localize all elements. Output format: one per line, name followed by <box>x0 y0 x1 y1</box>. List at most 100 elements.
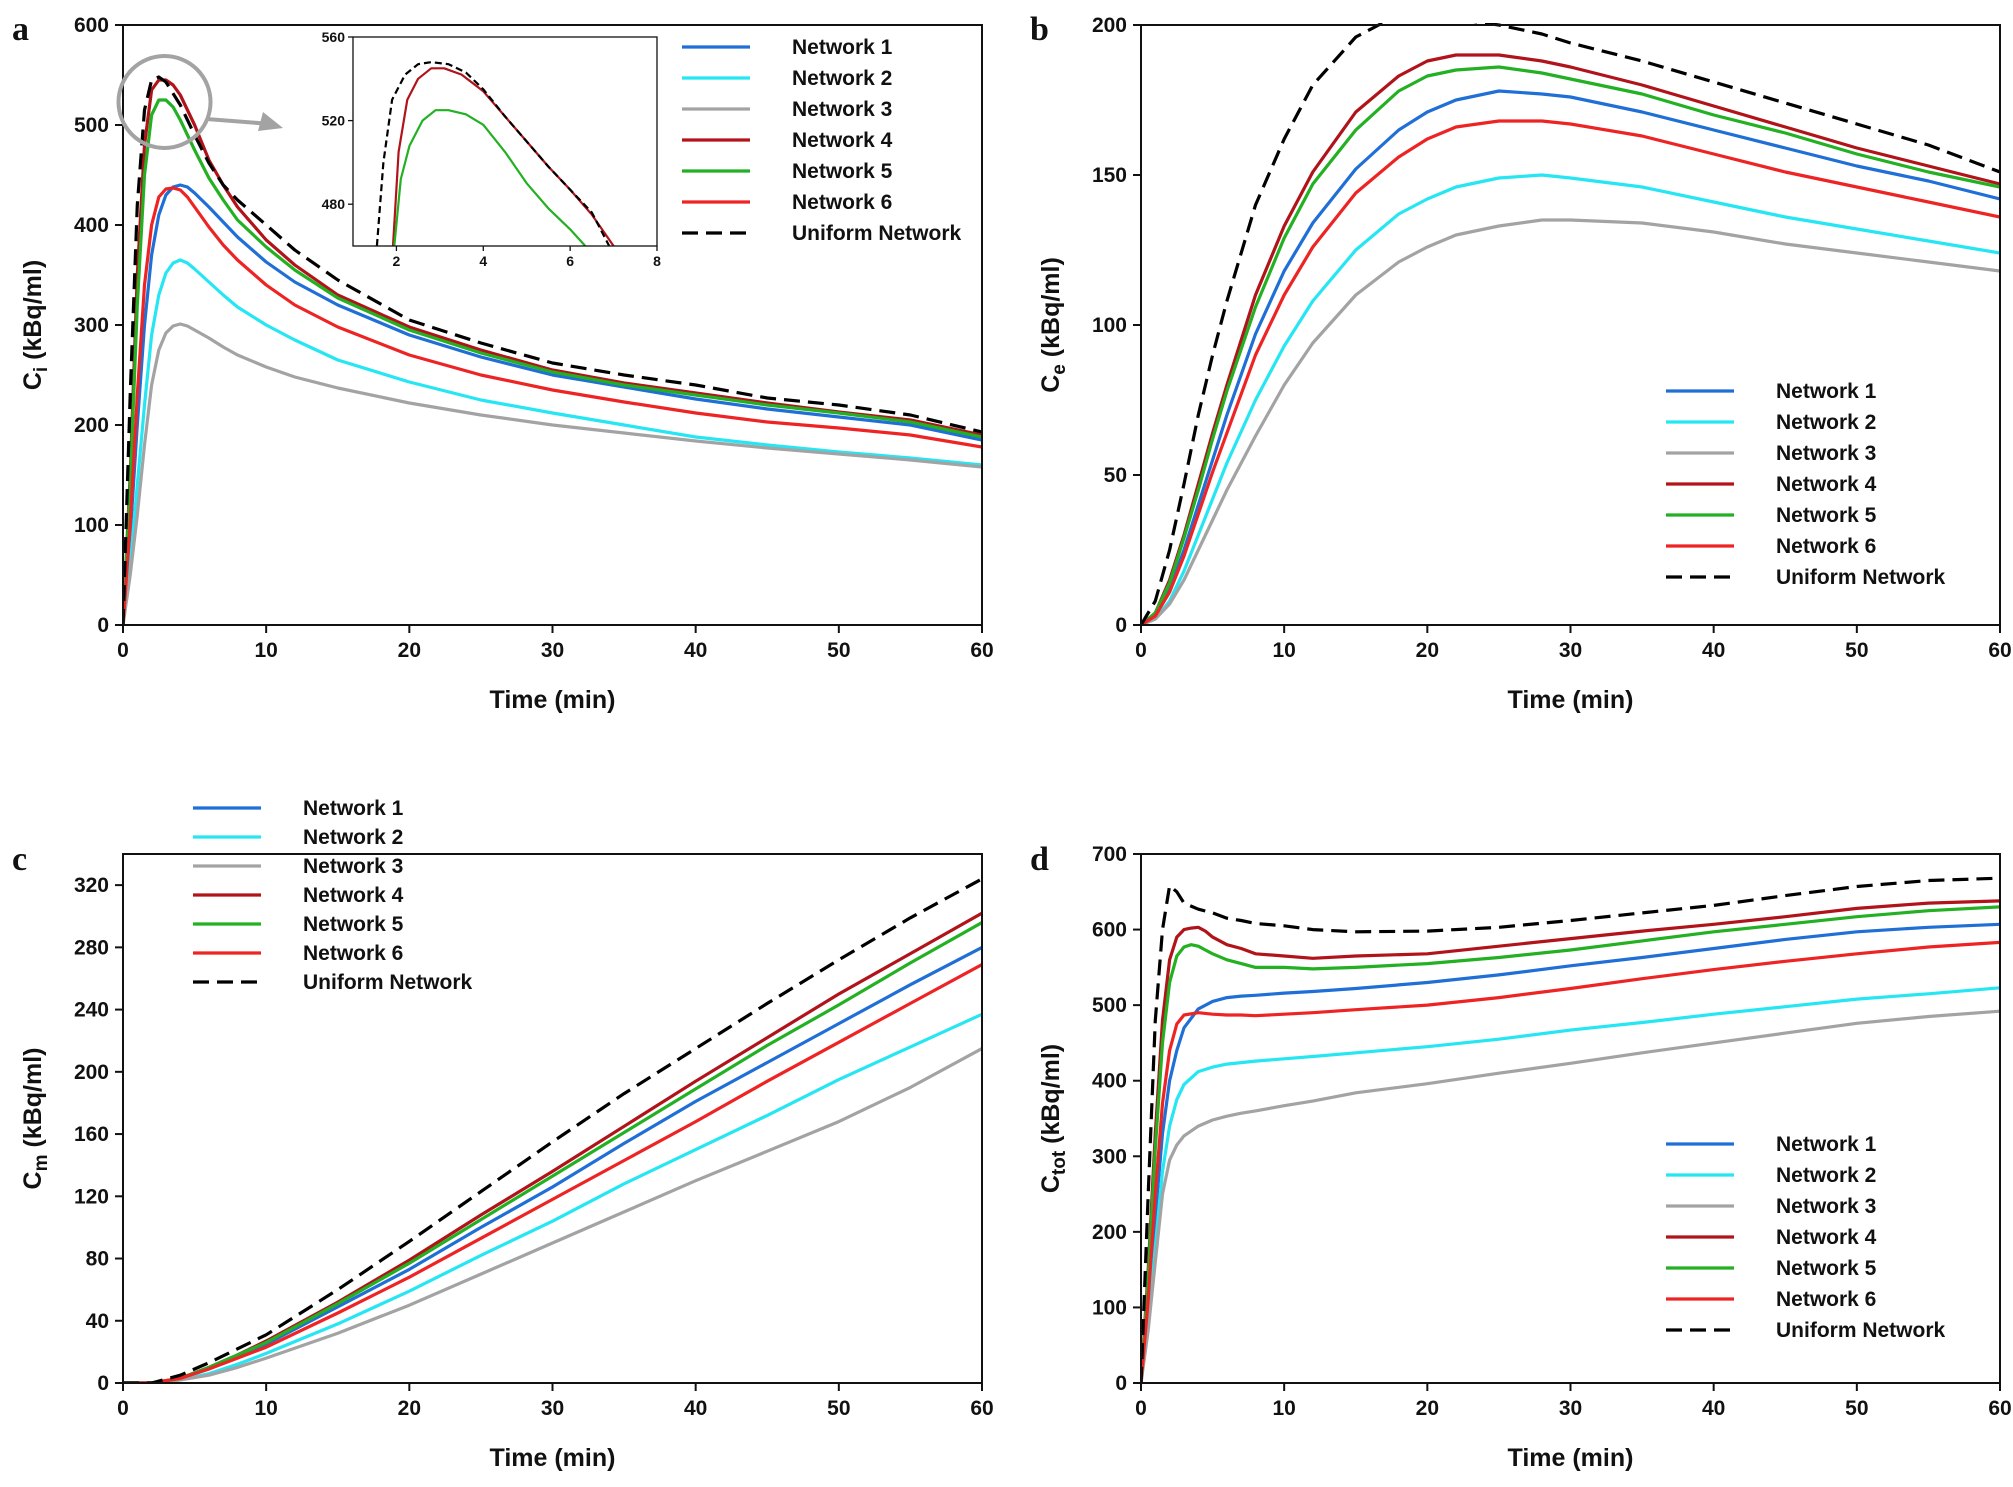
x-axis-label: Time (min) <box>1508 686 1634 714</box>
legend-b: Network 1 Network 2 Network 3 Network 4 Netw… <box>1666 380 1946 589</box>
series-line-c-network-6 <box>123 962 982 1383</box>
legend-a: Network 1 Network 2 Network 3 Network 4 Netw… <box>682 36 962 245</box>
legend-label: Network 6 <box>303 942 403 965</box>
legend-label: Network 1 <box>1776 1133 1877 1156</box>
legend-label: Network 4 <box>792 129 893 152</box>
x-tick-label: 0 <box>1135 639 1147 662</box>
x-tick-label: 30 <box>541 639 564 662</box>
x-tick-label: 50 <box>827 639 850 662</box>
panel-b: b 0 10 20 30 40 50 60 0 50 100 150 200 Time (min) Ce (… <box>1030 11 2012 714</box>
zoom-arrow-head <box>258 112 283 131</box>
panel-label-c: c <box>12 841 27 878</box>
x-tick-label: 60 <box>970 639 993 662</box>
x-tick-label: 40 <box>1702 1397 1725 1420</box>
legend-label: Network 6 <box>1776 1288 1876 1311</box>
inset-x-tick-label: 8 <box>653 253 661 269</box>
series-line-a-uniform-network <box>123 75 982 625</box>
legend-label: Network 5 <box>792 160 893 183</box>
x-axis-label: Time (min) <box>490 686 616 714</box>
y-tick-label: 100 <box>74 514 109 537</box>
legend-label: Network 1 <box>303 797 404 820</box>
x-tick-label: 20 <box>1416 639 1439 662</box>
inset-zoom: 2 4 6 8 480 520 560 <box>322 29 661 269</box>
y-tick-label: 100 <box>1092 1296 1127 1319</box>
legend-label: Network 1 <box>792 36 893 59</box>
y-tick-label: 160 <box>74 1123 109 1146</box>
legend-label: Network 4 <box>303 884 404 907</box>
series-line-c-network-5 <box>123 920 982 1383</box>
series-line-d-network-4 <box>1141 899 2000 1383</box>
y-tick-label: 200 <box>74 414 109 437</box>
series-line-d-network-5 <box>1141 905 2000 1383</box>
x-tick-label: 30 <box>541 1397 564 1420</box>
y-tick-label: 600 <box>74 14 109 37</box>
x-tick-label: 40 <box>684 639 707 662</box>
y-tick-label: 600 <box>1092 919 1127 942</box>
y-tick-label: 400 <box>74 214 109 237</box>
x-tick-label: 50 <box>1845 639 1868 662</box>
y-tick-label: 700 <box>1092 843 1127 866</box>
legend-label: Network 2 <box>1776 1164 1876 1187</box>
legend-label: Uniform Network <box>1776 566 1946 589</box>
y-tick-label: 120 <box>74 1185 109 1208</box>
series-line-b-network-1 <box>1141 89 2000 625</box>
legend-label: Network 4 <box>1776 1226 1877 1249</box>
series-group-d <box>1141 876 2000 1383</box>
y-tick-label: 150 <box>1092 164 1127 187</box>
legend-label: Network 3 <box>1776 1195 1876 1218</box>
x-axis-label: Time (min) <box>490 1444 616 1472</box>
y-tick-label: 100 <box>1092 314 1127 337</box>
inset-x-tick-label: 6 <box>566 253 574 269</box>
x-tick-label: 30 <box>1559 1397 1582 1420</box>
y-axis-label: Ce (kBq/ml) <box>1037 257 1070 393</box>
y-tick-label: 200 <box>74 1061 109 1084</box>
y-axis-label: Ci (kBq/ml) <box>19 260 52 390</box>
series-line-a-network-3 <box>123 322 982 625</box>
y-tick-label: 500 <box>1092 994 1127 1017</box>
inset-series-line <box>391 67 615 246</box>
series-line-a-network-4 <box>123 78 982 625</box>
series-line-b-network-2 <box>1141 173 2000 625</box>
inset-y-tick-label: 560 <box>322 29 346 45</box>
series-line-d-network-6 <box>1141 940 2000 1383</box>
y-tick-label: 0 <box>1115 1372 1127 1395</box>
legend-label: Network 2 <box>303 826 403 849</box>
y-tick-label: 280 <box>74 936 109 959</box>
series-line-d-network-1 <box>1141 922 2000 1383</box>
legend-d: Network 1 Network 2 Network 3 Network 4 Netw… <box>1666 1133 1946 1342</box>
x-tick-label: 10 <box>1272 639 1295 662</box>
legend-label: Uniform Network <box>1776 1319 1946 1342</box>
x-tick-label: 30 <box>1559 639 1582 662</box>
y-tick-label: 40 <box>86 1310 109 1333</box>
inset-series-line <box>393 109 587 246</box>
legend-label: Network 2 <box>792 67 892 90</box>
series-line-b-network-3 <box>1141 218 2000 625</box>
x-tick-label: 10 <box>1272 1397 1295 1420</box>
x-tick-label: 20 <box>398 1397 421 1420</box>
x-tick-label: 0 <box>117 1397 129 1420</box>
series-line-b-network-5 <box>1141 65 2000 625</box>
y-tick-label: 80 <box>86 1248 109 1271</box>
y-tick-label: 50 <box>1104 464 1127 487</box>
legend-label: Network 2 <box>1776 411 1876 434</box>
y-tick-label: 200 <box>1092 14 1127 37</box>
series-line-c-uniform-network <box>123 877 982 1383</box>
x-tick-label: 20 <box>1416 1397 1439 1420</box>
x-tick-label: 40 <box>1702 639 1725 662</box>
x-tick-label: 50 <box>1845 1397 1868 1420</box>
legend-label: Network 5 <box>303 913 404 936</box>
y-axis-label: Ctot (kBq/ml) <box>1037 1044 1070 1193</box>
legend-label: Network 4 <box>1776 473 1877 496</box>
inset-y-tick-label: 480 <box>322 196 346 212</box>
series-line-d-network-2 <box>1141 986 2000 1383</box>
series-line-a-network-1 <box>123 183 982 625</box>
zoom-circle <box>116 54 213 150</box>
y-tick-label: 400 <box>1092 1070 1127 1093</box>
panel-c: c 0 10 20 30 40 50 60 0 40 80 120 160 200 240 280 320 Tim… <box>12 797 994 1472</box>
inset-series-line <box>375 61 611 246</box>
legend-label: Network 5 <box>1776 1257 1877 1280</box>
legend-label: Network 3 <box>1776 442 1876 465</box>
y-tick-label: 0 <box>1115 614 1127 637</box>
